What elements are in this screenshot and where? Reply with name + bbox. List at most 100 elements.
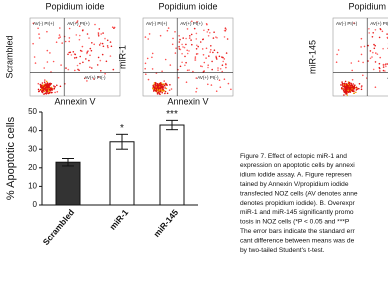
event-dot <box>32 42 34 45</box>
event-dot <box>369 57 372 60</box>
event-dot <box>335 61 338 63</box>
event-dot <box>79 49 82 52</box>
event-dot <box>164 87 166 89</box>
event-dot <box>144 36 147 38</box>
event-dot <box>186 52 189 55</box>
event-dot <box>75 34 78 36</box>
event-dot <box>188 69 190 71</box>
panel-xlabel: Annexin V <box>54 96 95 106</box>
event-dot <box>92 78 95 80</box>
event-dot <box>368 32 371 34</box>
event-dot <box>353 88 356 90</box>
event-dot <box>158 92 161 95</box>
y-tick-label: 50 <box>28 107 37 116</box>
event-dot <box>191 43 193 46</box>
event-dot <box>352 86 355 88</box>
event-dot <box>82 61 84 64</box>
event-dot <box>196 87 198 90</box>
event-dot <box>344 88 347 91</box>
event-dot <box>106 45 109 47</box>
event-dot <box>58 34 61 36</box>
event-dot <box>87 50 89 52</box>
event-dot <box>216 51 219 54</box>
event-dot <box>207 83 209 86</box>
caption-line: by two-tailed Student's t-test. <box>240 247 325 254</box>
event-dot <box>201 48 204 50</box>
event-dot <box>190 33 193 36</box>
event-dot <box>188 50 190 52</box>
event-dot <box>373 43 375 46</box>
event-dot <box>113 27 115 30</box>
event-dot <box>384 70 386 72</box>
event-dot <box>350 84 353 86</box>
event-dot <box>212 51 214 54</box>
event-dot <box>350 62 353 64</box>
event-dot <box>199 41 202 43</box>
y-axis-title: % Apoptotic cells <box>5 116 17 200</box>
event-dot <box>188 37 191 39</box>
plot-frame <box>142 17 234 97</box>
event-dot <box>355 86 358 89</box>
event-dot <box>53 85 55 87</box>
event-dot <box>341 81 343 83</box>
event-dot <box>348 82 351 84</box>
event-dot <box>346 94 349 96</box>
x-tick-label: Scrambled <box>41 207 77 247</box>
event-dot <box>161 70 163 73</box>
event-dot <box>102 45 105 48</box>
event-dot <box>371 56 373 58</box>
event-dot <box>42 84 44 86</box>
event-dot <box>344 91 347 94</box>
event-dot <box>46 88 48 91</box>
event-dot <box>94 23 96 26</box>
event-dot <box>44 79 46 81</box>
event-dot <box>207 64 209 66</box>
event-dot <box>196 44 198 47</box>
event-dot <box>219 86 222 88</box>
event-dot <box>49 82 51 85</box>
event-dot <box>165 87 168 90</box>
y-tick-label: 30 <box>28 144 37 153</box>
event-dot <box>56 84 58 87</box>
event-dot <box>205 57 207 59</box>
event-dot <box>345 93 347 95</box>
event-dot <box>202 54 205 56</box>
event-dot <box>79 55 81 58</box>
event-dot <box>178 48 181 50</box>
y-tick-label: 40 <box>28 126 37 135</box>
event-dot <box>48 91 51 94</box>
event-dot <box>360 86 363 88</box>
event-dot <box>189 35 191 37</box>
event-dot <box>68 40 70 43</box>
panel-title: Popidium ioide <box>348 1 388 11</box>
event-dot <box>44 92 47 95</box>
event-dot <box>374 29 377 31</box>
event-dot <box>169 64 172 66</box>
event-dot <box>195 38 198 40</box>
plot-frame <box>29 17 121 97</box>
event-dot <box>197 45 199 48</box>
y-tick-label: 20 <box>28 163 37 172</box>
event-dot <box>46 82 49 84</box>
event-dot <box>185 37 187 40</box>
flow-panel: Popidium ioide miR-145 AV(-) PI(+) AV(+) PI… <box>307 1 388 97</box>
event-dot <box>186 28 189 30</box>
event-dot <box>195 32 198 35</box>
event-dot <box>146 57 149 60</box>
event-dot <box>43 81 46 83</box>
event-dot <box>162 88 164 91</box>
event-dot <box>357 60 360 62</box>
event-dot <box>185 61 187 64</box>
event-dot <box>343 85 346 87</box>
event-dot <box>190 39 192 41</box>
event-dot <box>342 85 344 87</box>
event-dot <box>158 87 161 89</box>
event-dot <box>54 86 56 88</box>
event-dot <box>166 92 169 95</box>
event-dot <box>111 26 114 29</box>
event-dot <box>348 86 351 88</box>
event-dot <box>78 69 80 72</box>
event-dot <box>342 88 345 90</box>
event-dot <box>207 35 210 37</box>
event-dot <box>100 70 102 72</box>
